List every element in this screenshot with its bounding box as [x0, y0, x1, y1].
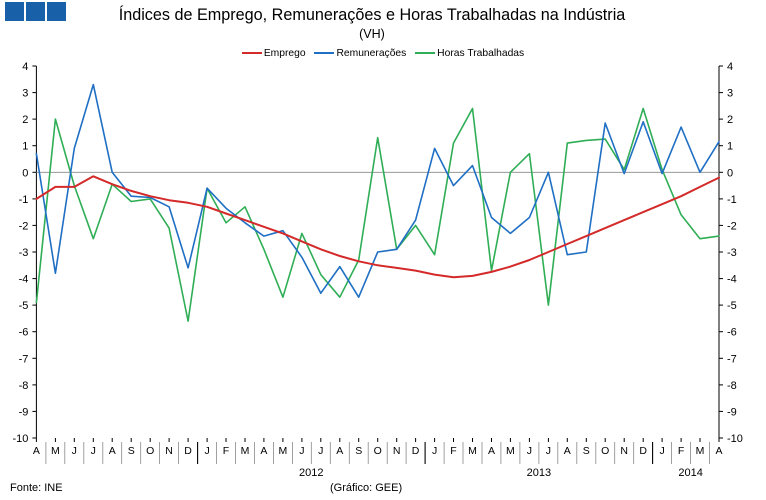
svg-text:A: A: [336, 445, 343, 457]
svg-text:J: J: [659, 445, 664, 457]
svg-text:J: J: [527, 445, 532, 457]
svg-text:S: S: [128, 445, 135, 457]
svg-text:-4: -4: [727, 274, 737, 286]
svg-text:-4: -4: [19, 274, 29, 286]
svg-text:N: N: [165, 445, 173, 457]
svg-text:0: 0: [22, 167, 28, 179]
svg-text:2014: 2014: [678, 467, 702, 479]
svg-text:2: 2: [22, 114, 28, 126]
svg-text:-2: -2: [19, 220, 29, 232]
svg-text:S: S: [355, 445, 362, 457]
svg-text:4: 4: [22, 61, 28, 73]
svg-text:O: O: [601, 445, 609, 457]
svg-text:J: J: [204, 445, 209, 457]
svg-text:-8: -8: [19, 380, 29, 392]
svg-text:A: A: [564, 445, 571, 457]
svg-text:A: A: [715, 445, 722, 457]
svg-text:-7: -7: [19, 353, 29, 365]
svg-text:1: 1: [22, 141, 28, 153]
svg-text:-3: -3: [727, 247, 737, 259]
svg-text:-9: -9: [19, 406, 29, 418]
svg-text:J: J: [72, 445, 77, 457]
svg-text:M: M: [468, 445, 477, 457]
svg-text:J: J: [91, 445, 96, 457]
svg-text:A: A: [260, 445, 267, 457]
svg-text:A: A: [488, 445, 495, 457]
svg-text:2013: 2013: [527, 467, 551, 479]
svg-text:-2: -2: [727, 220, 737, 232]
svg-text:D: D: [412, 445, 420, 457]
svg-text:3: 3: [727, 88, 733, 100]
svg-text:-10: -10: [727, 433, 743, 445]
svg-text:J: J: [432, 445, 437, 457]
svg-text:-7: -7: [727, 353, 737, 365]
svg-text:S: S: [583, 445, 590, 457]
svg-text:M: M: [279, 445, 288, 457]
svg-text:-6: -6: [19, 327, 29, 339]
svg-text:J: J: [546, 445, 551, 457]
svg-text:O: O: [374, 445, 382, 457]
svg-text:2012: 2012: [299, 467, 323, 479]
svg-text:F: F: [678, 445, 684, 457]
svg-text:M: M: [51, 445, 60, 457]
svg-text:A: A: [109, 445, 116, 457]
svg-text:J: J: [318, 445, 323, 457]
svg-text:N: N: [393, 445, 401, 457]
svg-text:3: 3: [22, 88, 28, 100]
svg-text:-5: -5: [19, 300, 29, 312]
svg-text:0: 0: [727, 167, 733, 179]
svg-text:F: F: [450, 445, 456, 457]
svg-text:-1: -1: [727, 194, 737, 206]
svg-text:-6: -6: [727, 327, 737, 339]
svg-text:-10: -10: [12, 433, 28, 445]
svg-text:A: A: [33, 445, 40, 457]
svg-text:O: O: [146, 445, 154, 457]
svg-text:-5: -5: [727, 300, 737, 312]
svg-text:-3: -3: [19, 247, 29, 259]
svg-text:M: M: [506, 445, 515, 457]
svg-text:4: 4: [727, 61, 733, 73]
svg-text:J: J: [299, 445, 304, 457]
svg-text:-1: -1: [19, 194, 29, 206]
svg-text:M: M: [696, 445, 705, 457]
svg-text:-9: -9: [727, 406, 737, 418]
svg-text:-8: -8: [727, 380, 737, 392]
svg-text:D: D: [184, 445, 192, 457]
svg-text:F: F: [223, 445, 229, 457]
svg-text:M: M: [241, 445, 250, 457]
svg-text:N: N: [620, 445, 628, 457]
svg-text:D: D: [639, 445, 647, 457]
svg-text:1: 1: [727, 141, 733, 153]
svg-text:2: 2: [727, 114, 733, 126]
